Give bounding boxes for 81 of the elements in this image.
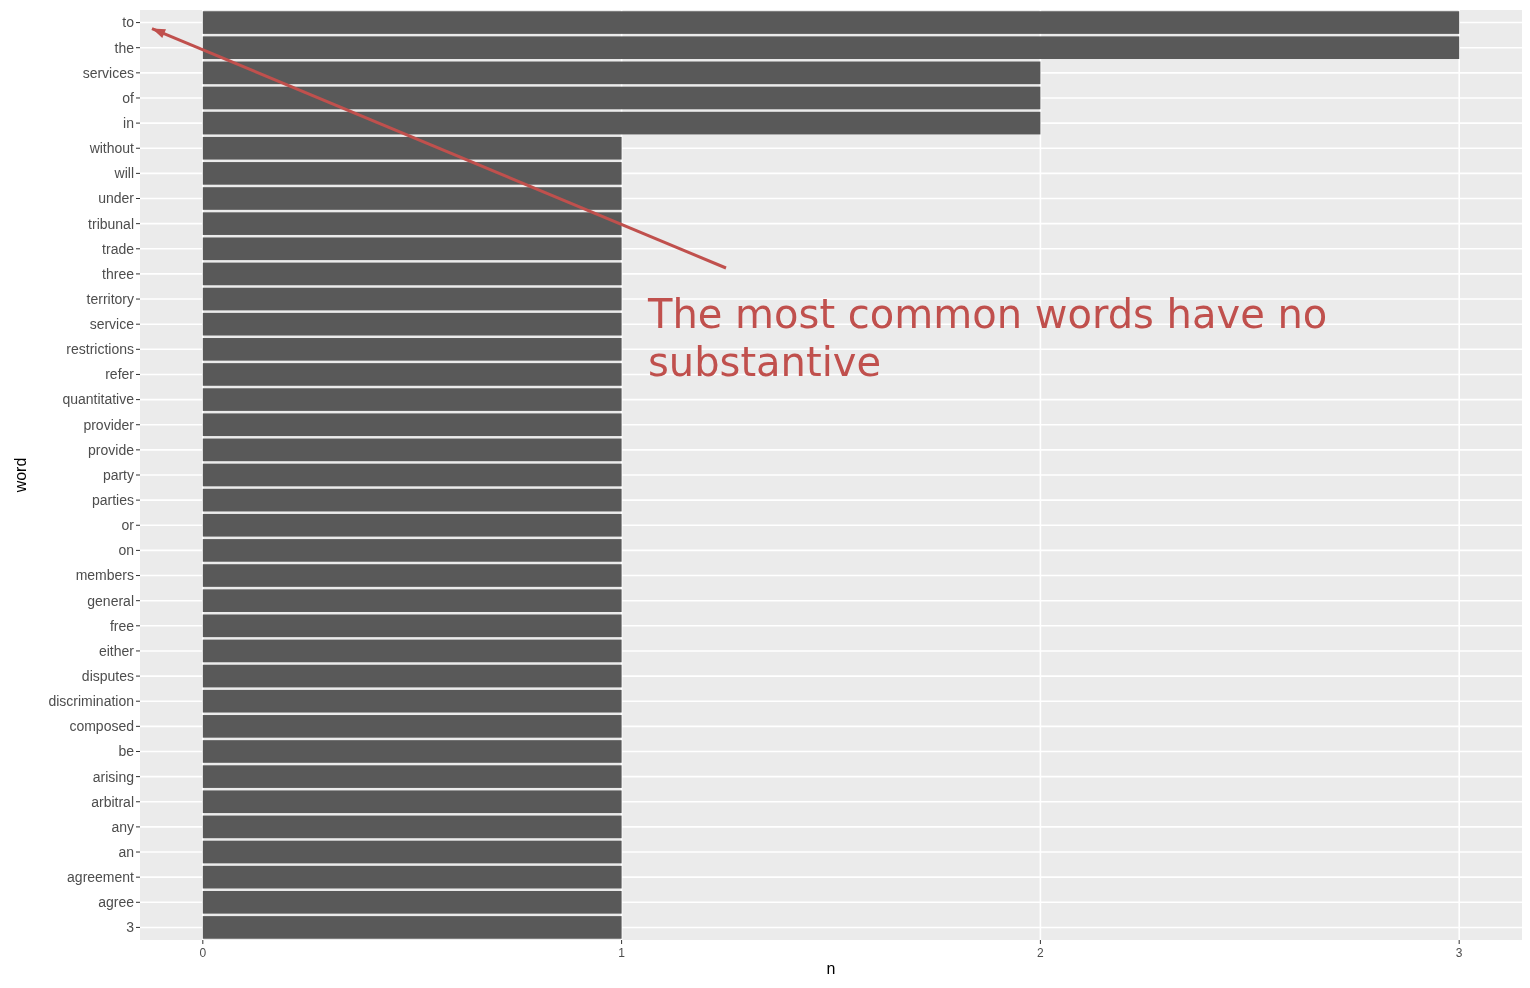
bar (202, 338, 622, 361)
y-tick-label: the (114, 39, 135, 56)
y-tick-label: disputes (81, 667, 134, 684)
x-tick-label: 0 (199, 946, 207, 960)
bar (202, 664, 622, 688)
bar (202, 513, 622, 537)
bar (202, 86, 1041, 110)
bar (202, 639, 622, 663)
bar (202, 740, 622, 763)
y-tick-label: members (75, 567, 134, 584)
y-tick-label: without (88, 140, 135, 157)
y-tick-label: quantitative (62, 391, 135, 408)
bar (202, 11, 1460, 34)
y-tick-label: free (109, 617, 135, 634)
bar (202, 916, 622, 939)
bar (202, 237, 622, 261)
bar (202, 589, 622, 612)
y-tick-label: or (121, 517, 135, 534)
bar (202, 790, 622, 814)
bar (202, 111, 1041, 135)
bar (202, 438, 622, 462)
y-tick-label: to (122, 14, 135, 31)
bar (202, 614, 622, 638)
bar (202, 312, 622, 336)
y-tick-label: will (113, 165, 134, 182)
y-tick-label: territory (86, 290, 134, 307)
y-tick-label: tribunal (88, 215, 134, 232)
bar (202, 36, 1460, 60)
bar (202, 287, 622, 311)
y-tick-label: restrictions (66, 341, 134, 358)
y-tick-label: provide (88, 441, 135, 458)
bar (202, 815, 622, 839)
bar (202, 890, 622, 914)
bar (202, 488, 622, 512)
y-tick-label: agree (98, 894, 135, 911)
y-tick-label: composed (69, 718, 134, 735)
x-axis-title: n (826, 960, 836, 977)
y-tick-label: general (87, 592, 134, 609)
bar (202, 136, 622, 160)
x-tick-label: 2 (1037, 946, 1045, 960)
y-tick-label: under (98, 190, 135, 207)
annotation: The most common words have no substantive (647, 291, 1328, 385)
bar (202, 262, 622, 286)
y-tick-label: any (111, 818, 134, 835)
bar (202, 212, 622, 235)
y-axis-title: word (12, 457, 29, 494)
y-tick-label: arbitral (91, 793, 134, 810)
x-tick-label: 3 (1455, 946, 1463, 960)
y-tick-label: be (118, 743, 135, 760)
y-tick-label: an (118, 843, 134, 860)
y-tick-label: 3 (126, 919, 135, 936)
y-tick-label: discrimination (48, 693, 134, 710)
y-tick-label: trade (102, 240, 135, 257)
y-tick-label: party (102, 466, 134, 483)
bar (202, 463, 622, 487)
bar (202, 715, 622, 738)
y-tick-label: agreement (67, 869, 135, 886)
bar (202, 61, 1041, 85)
y-tick-label: provider (83, 416, 135, 433)
y-tick-label: either (98, 642, 135, 659)
y-tick-label: on (118, 542, 134, 559)
bar (202, 363, 622, 386)
y-tick-label: parties (91, 492, 134, 509)
y-tick-label: of (122, 89, 135, 106)
x-tick-label: 1 (618, 946, 626, 960)
bar (202, 187, 622, 210)
bar (202, 765, 622, 788)
bar (202, 162, 622, 185)
y-tick-label: service (89, 316, 135, 333)
bar (202, 539, 622, 562)
y-tick-label: three (102, 265, 135, 282)
bar (202, 689, 622, 713)
bar (202, 865, 622, 889)
y-tick-label: services (82, 64, 134, 81)
bar (202, 840, 622, 864)
bar (202, 564, 622, 587)
bar (202, 388, 622, 411)
bar (202, 413, 622, 437)
y-tick-label: refer (105, 366, 135, 383)
y-tick-label: in (123, 115, 134, 132)
y-tick-label: arising (92, 768, 134, 785)
